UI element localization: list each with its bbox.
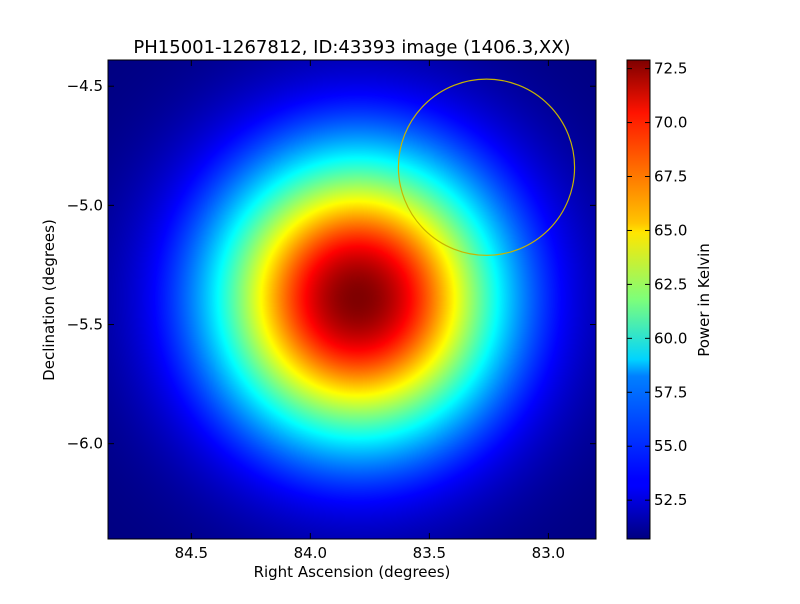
colorbar-label: Power in Kelvin (695, 243, 713, 357)
y-tick-label: −4.5 (67, 77, 103, 95)
y-axis-ticks: −4.5 −5.0 −5.5 −6.0 (67, 77, 596, 453)
x-tick-label: 84.5 (175, 544, 208, 562)
x-tick-label: 84.0 (294, 544, 327, 562)
y-tick-label: −5.5 (67, 316, 103, 334)
plot-frame (107, 59, 597, 540)
chart-title: PH15001-1267812, ID:43393 image (1406.3,… (133, 37, 570, 58)
y-tick-label: −6.0 (67, 435, 103, 453)
colorbar (626, 59, 651, 540)
colorbar-tick-label: 57.5 (654, 383, 687, 401)
x-axis-label: Right Ascension (degrees) (254, 563, 451, 581)
heatmap-image (108, 60, 596, 539)
y-tick-label: −5.0 (67, 196, 103, 214)
y-axis-label: Declination (degrees) (40, 219, 58, 381)
colorbar-tick-label: 67.5 (654, 168, 687, 186)
colorbar-ticks: 52.5 55.0 57.5 60.0 62.5 65.0 67.5 70.0 72.5 (627, 60, 687, 509)
colorbar-tick-label: 65.0 (654, 221, 687, 239)
colorbar-tick-label: 52.5 (654, 491, 687, 509)
overlay-circle (397, 78, 576, 256)
x-tick-label: 83.5 (413, 544, 446, 562)
colorbar-tick-label: 60.0 (654, 329, 687, 347)
colorbar-tick-label: 62.5 (654, 275, 687, 293)
x-tick-label: 83.0 (532, 544, 565, 562)
colorbar-tick-label: 72.5 (654, 60, 687, 78)
x-axis-ticks: 84.5 84.0 83.5 83.0 (175, 60, 565, 562)
colorbar-tick-label: 70.0 (654, 114, 687, 132)
colorbar-tick-label: 55.0 (654, 437, 687, 455)
